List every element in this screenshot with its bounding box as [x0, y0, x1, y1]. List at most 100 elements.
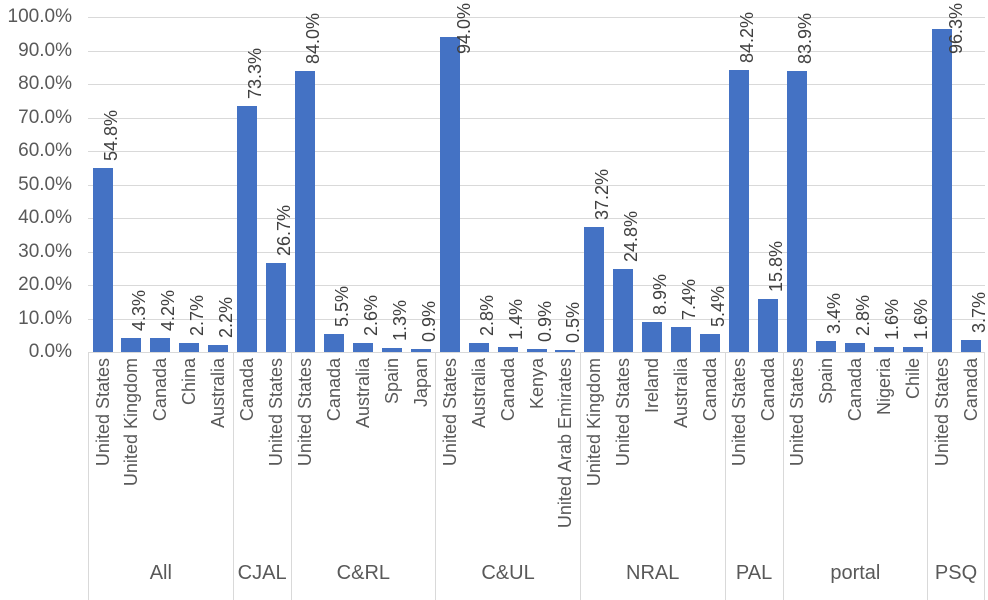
bar-value-label: 1.4%: [505, 299, 526, 341]
gridline: [88, 218, 985, 219]
bar-value-label: 5.5%: [332, 285, 352, 327]
bar: [642, 322, 663, 352]
bar: [121, 337, 142, 352]
bar-value-label: 2.8%: [852, 294, 873, 336]
group-strip: NRAL: [579, 352, 725, 600]
group-strip: CJAL: [232, 352, 291, 600]
group-label: PAL: [735, 562, 773, 584]
y-tick-label: 0.0%: [28, 341, 72, 362]
bar: [931, 29, 952, 352]
bar-value-label: 26.7%: [274, 204, 295, 256]
bar: [786, 70, 807, 352]
bar-value-label: 3.4%: [823, 292, 844, 334]
group-strip: C&RL: [290, 352, 436, 600]
group-strip: C&UL: [435, 352, 580, 600]
bar: [324, 333, 344, 352]
bar-value-label: 8.9%: [650, 274, 671, 316]
bar: [700, 333, 721, 352]
bar: [613, 268, 634, 352]
bar-value-label: 84.0%: [303, 12, 323, 64]
group-label: C&UL: [481, 562, 535, 584]
y-tick-label: 50.0%: [18, 173, 72, 195]
bar: [150, 337, 171, 352]
x-axis-line: [88, 352, 985, 353]
bar-value-label: 94.0%: [453, 2, 474, 54]
bar: [381, 347, 402, 352]
bar: [410, 349, 431, 352]
bar-value-label: 96.3%: [945, 2, 966, 54]
bar-value-label: 83.9%: [794, 12, 815, 64]
group-strip: PSQ: [927, 352, 985, 600]
y-tick-label: 70.0%: [18, 106, 72, 128]
gridline: [88, 251, 985, 253]
bar-value-label: 5.4%: [708, 285, 729, 327]
bar-value-label: 54.8%: [100, 110, 121, 162]
gridline: [88, 151, 985, 152]
gridline: [88, 17, 985, 18]
bar-value-label: 2.7%: [187, 294, 208, 336]
bar-value-label: 1.6%: [910, 298, 931, 340]
bar-value-label: 1.3%: [389, 299, 410, 341]
group-strip: portal: [782, 352, 928, 600]
group-label: portal: [830, 562, 881, 584]
bar-value-label: 15.8%: [766, 241, 786, 293]
bar: [729, 69, 749, 352]
bar-value-label: 0.9%: [418, 300, 439, 342]
gridline: [88, 50, 985, 52]
bar-value-label: 73.3%: [245, 48, 266, 100]
bar: [873, 346, 894, 352]
bar: [815, 340, 836, 352]
bar-value-label: 24.8%: [621, 210, 642, 262]
y-tick-label: 80.0%: [18, 73, 72, 94]
bar: [92, 168, 113, 352]
bar: [844, 342, 865, 352]
bar: [179, 343, 200, 352]
group-label: NRAL: [626, 562, 680, 584]
bar-value-label: 37.2%: [592, 169, 613, 221]
y-tick-label: 90.0%: [18, 39, 72, 61]
y-tick-label: 10.0%: [18, 307, 72, 329]
bar: [352, 343, 373, 352]
gridline: [88, 285, 985, 286]
bar-value-label: 2.2%: [216, 296, 237, 338]
bar-value-label: 4.3%: [129, 289, 150, 331]
bar: [584, 227, 605, 352]
group-strip: All: [88, 352, 233, 600]
group-label: PSQ: [934, 562, 978, 584]
bar: [497, 347, 518, 352]
bar-value-label: 0.9%: [534, 300, 555, 342]
bar-value-label: 0.5%: [563, 302, 584, 344]
gridline: [88, 318, 985, 320]
bar-value-label: 1.6%: [881, 298, 902, 340]
bar: [555, 350, 576, 352]
bar: [671, 327, 692, 352]
bar: [208, 344, 229, 352]
y-tick-label: 20.0%: [18, 274, 72, 295]
y-tick-label: 40.0%: [18, 207, 72, 228]
y-tick-label: 30.0%: [18, 240, 72, 262]
group-label: C&RL: [336, 562, 391, 584]
bar-value-label: 2.6%: [360, 295, 381, 337]
group-label: All: [149, 562, 172, 584]
y-tick-label: 100.0%: [7, 6, 72, 27]
group-label: CJAL: [237, 562, 287, 584]
bar-value-label: 4.2%: [158, 289, 179, 331]
bar: [468, 342, 489, 352]
bar: [902, 346, 923, 352]
bar-value-label: 2.8%: [476, 294, 497, 336]
gridline: [88, 184, 985, 186]
bar: [960, 339, 981, 352]
bar: [266, 262, 287, 352]
bar: [237, 106, 258, 352]
gridline: [88, 84, 985, 85]
group-strip: PAL: [724, 352, 783, 600]
bar-value-label: 84.2%: [737, 11, 757, 63]
y-tick-label: 60.0%: [18, 140, 72, 161]
bar: [439, 37, 460, 352]
bar: [526, 349, 547, 352]
bar: [295, 70, 315, 352]
bar: [758, 299, 778, 352]
bar-value-label: 3.7%: [968, 291, 988, 333]
gridline: [88, 117, 985, 119]
